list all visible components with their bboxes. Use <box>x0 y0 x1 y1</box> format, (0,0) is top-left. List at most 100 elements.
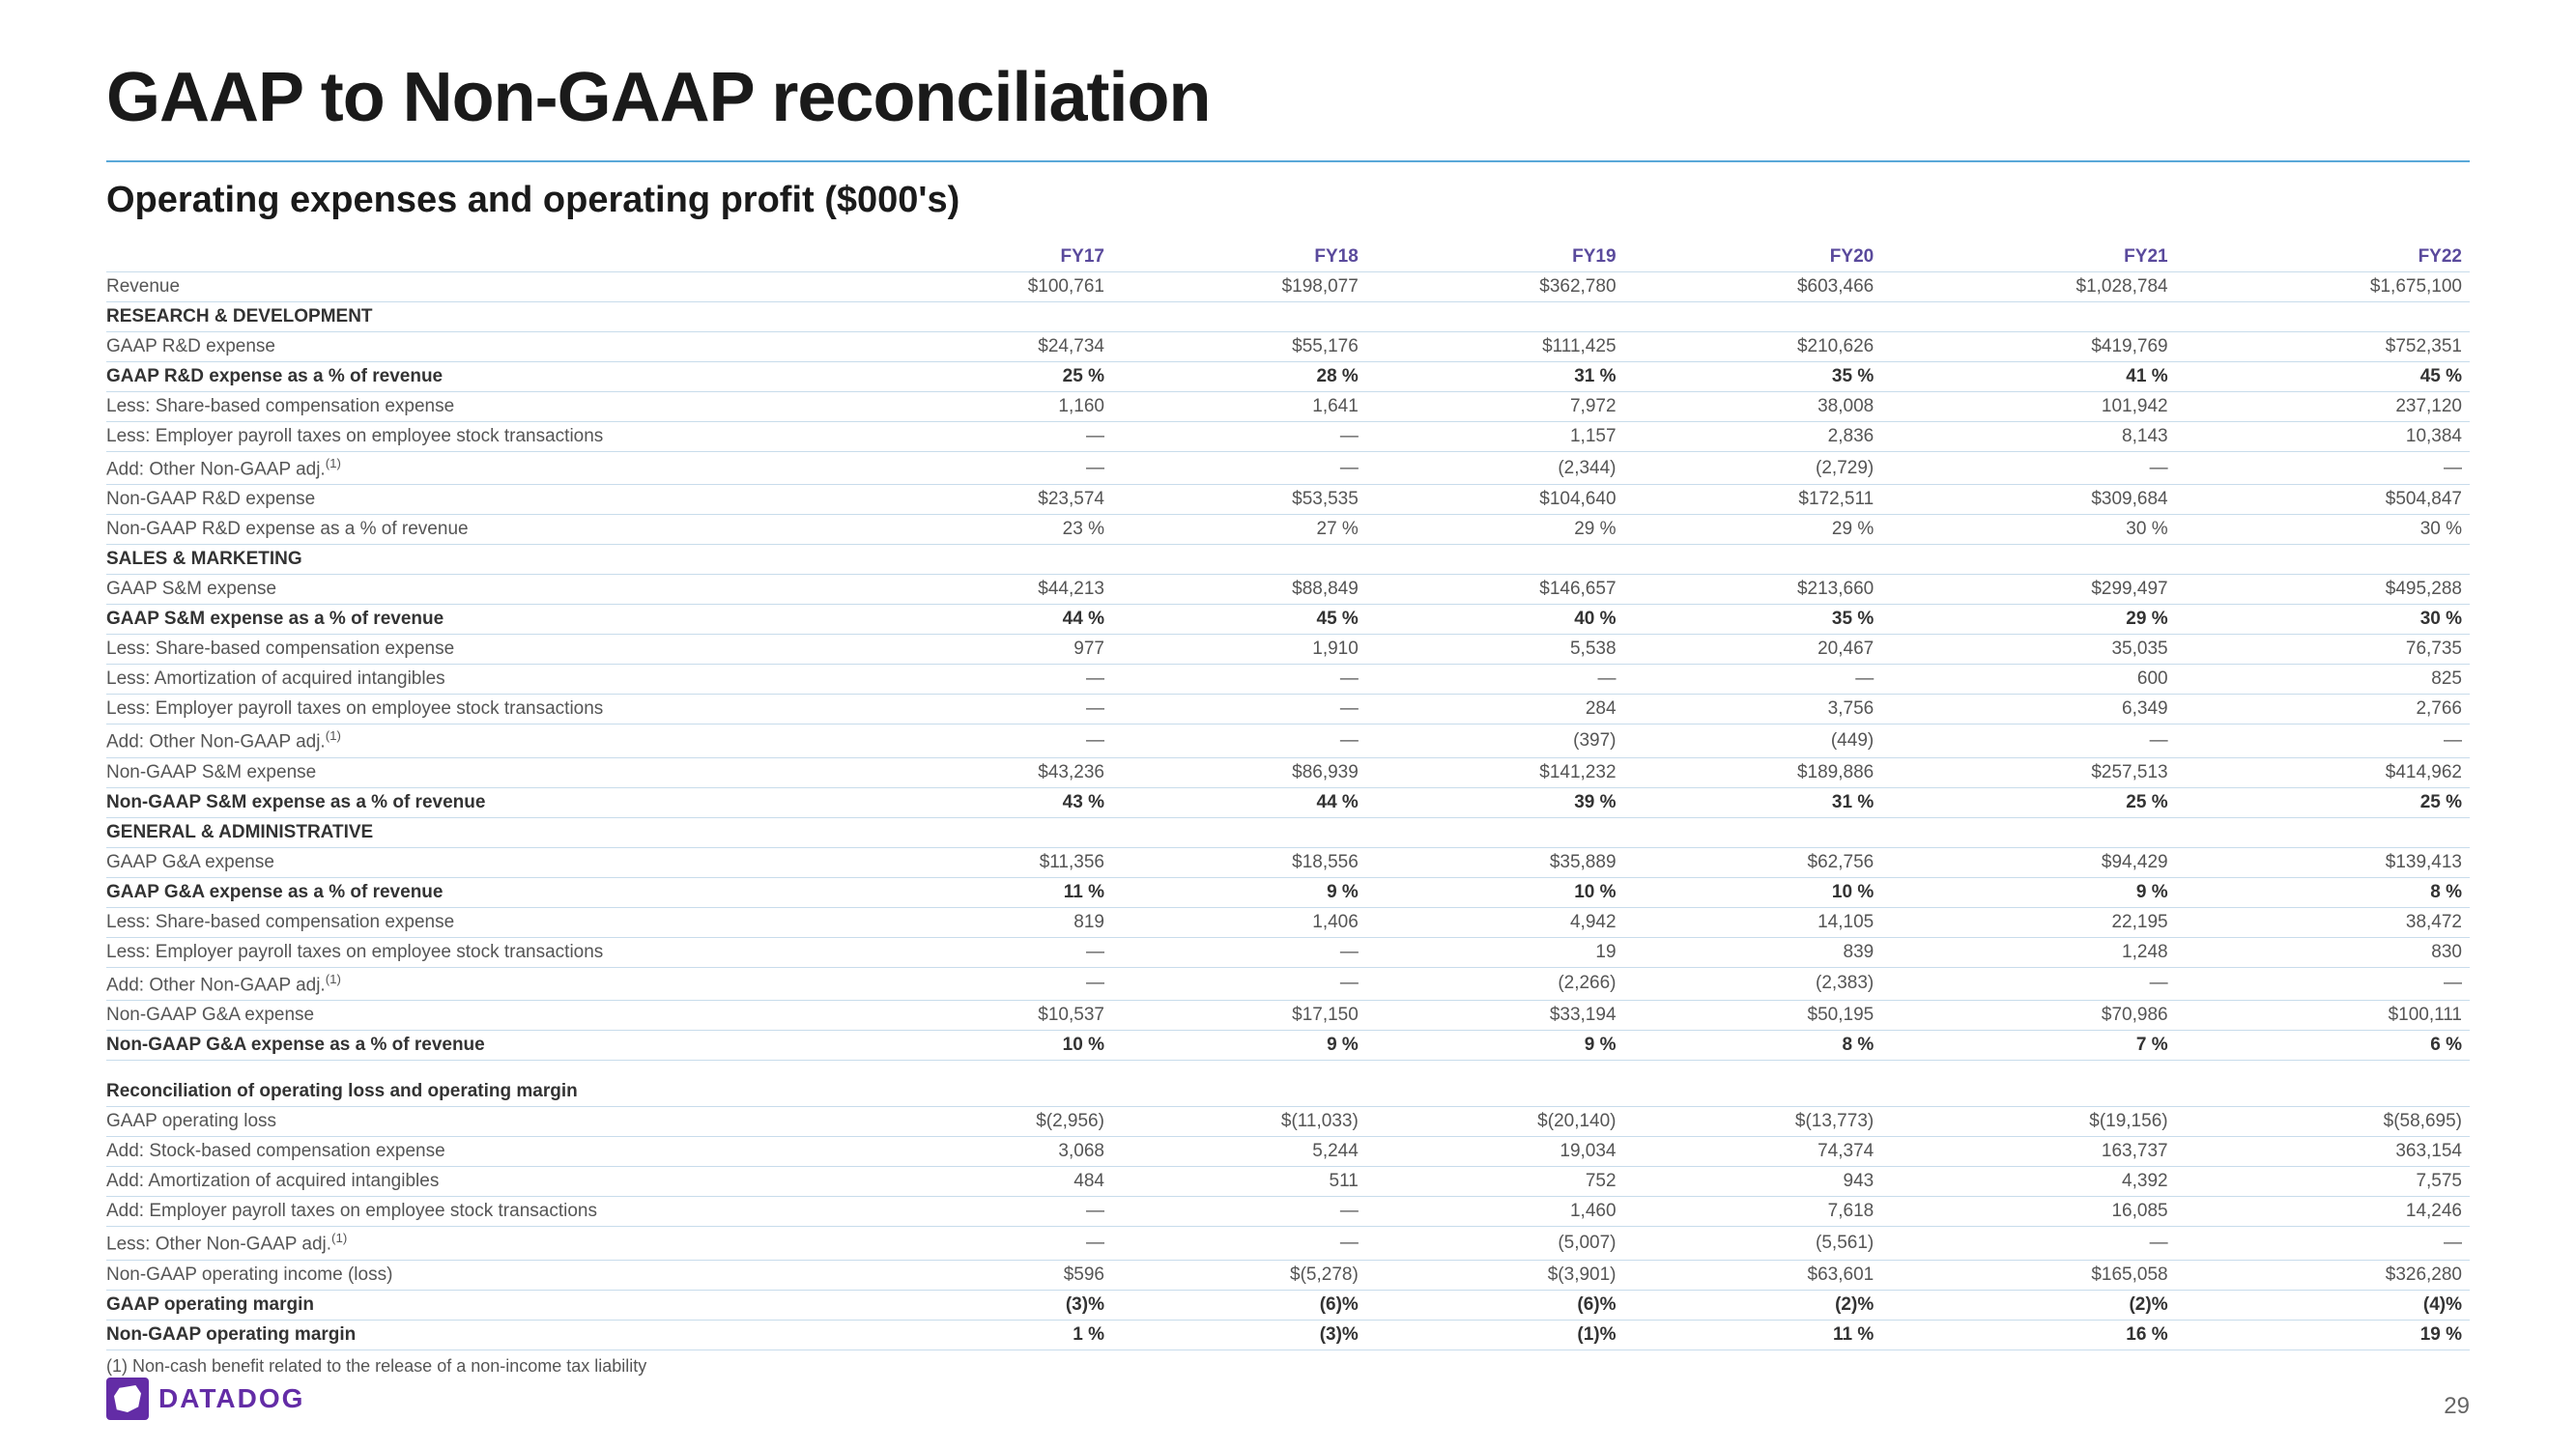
row-label: Add: Other Non-GAAP adj.(1) <box>106 724 860 757</box>
cell: 977 <box>860 635 1112 665</box>
cell: $326,280 <box>2176 1260 2470 1290</box>
cell: 30 % <box>1881 515 2175 545</box>
row-label: GAAP operating margin <box>106 1290 860 1320</box>
cell: 30 % <box>2176 515 2470 545</box>
cell <box>1112 1077 1366 1107</box>
cell: $172,511 <box>1624 485 1882 515</box>
table-row: GAAP operating margin(3)%(6)%(6)%(2)%(2)… <box>106 1290 2470 1320</box>
cell: — <box>1112 937 1366 967</box>
cell: $100,761 <box>860 272 1112 302</box>
cell: — <box>1112 695 1366 724</box>
cell: $23,574 <box>860 485 1112 515</box>
cell: $504,847 <box>2176 485 2470 515</box>
cell: $141,232 <box>1366 757 1624 787</box>
table-row: Less: Employer payroll taxes on employee… <box>106 937 2470 967</box>
cell: 9 % <box>1366 1030 1624 1060</box>
cell: — <box>1112 967 1366 1000</box>
cell: 38,008 <box>1624 392 1882 422</box>
row-label: Revenue <box>106 272 860 302</box>
row-label: Add: Other Non-GAAP adj.(1) <box>106 452 860 485</box>
cell: 10 % <box>1366 877 1624 907</box>
cell: — <box>860 665 1112 695</box>
cell: $(19,156) <box>1881 1107 2175 1137</box>
cell: 1,406 <box>1112 907 1366 937</box>
cell: — <box>1366 665 1624 695</box>
cell: 38,472 <box>2176 907 2470 937</box>
row-label: Add: Stock-based compensation expense <box>106 1137 860 1167</box>
cell: 3,068 <box>860 1137 1112 1167</box>
cell: — <box>2176 724 2470 757</box>
cell: 1,641 <box>1112 392 1366 422</box>
table-row: Non-GAAP R&D expense$23,574$53,535$104,6… <box>106 485 2470 515</box>
row-label: GAAP operating loss <box>106 1107 860 1137</box>
cell: $213,660 <box>1624 575 1882 605</box>
cell: $(2,956) <box>860 1107 1112 1137</box>
cell: 8 % <box>1624 1030 1882 1060</box>
cell: 284 <box>1366 695 1624 724</box>
cell: $63,601 <box>1624 1260 1882 1290</box>
cell: 16 % <box>1881 1320 2175 1350</box>
table-row: Less: Amortization of acquired intangibl… <box>106 665 2470 695</box>
cell: $55,176 <box>1112 332 1366 362</box>
cell: 31 % <box>1366 362 1624 392</box>
cell: 5,244 <box>1112 1137 1366 1167</box>
cell: 45 % <box>1112 605 1366 635</box>
cell: 7,575 <box>2176 1167 2470 1197</box>
cell: (6)% <box>1366 1290 1624 1320</box>
col-header: FY20 <box>1624 242 1882 272</box>
cell: 23 % <box>860 515 1112 545</box>
cell: 7,618 <box>1624 1197 1882 1227</box>
table-row: GAAP G&A expense$11,356$18,556$35,889$62… <box>106 847 2470 877</box>
cell: 29 % <box>1624 515 1882 545</box>
cell: $165,058 <box>1881 1260 2175 1290</box>
datadog-logo-text: DATADOG <box>158 1383 304 1414</box>
cell: $198,077 <box>1112 272 1366 302</box>
cell: — <box>1624 665 1882 695</box>
cell: 25 % <box>1881 787 2175 817</box>
cell: 35 % <box>1624 362 1882 392</box>
cell: 2,766 <box>2176 695 2470 724</box>
table-row: Non-GAAP S&M expense as a % of revenue43… <box>106 787 2470 817</box>
cell: $94,429 <box>1881 847 2175 877</box>
cell: 830 <box>2176 937 2470 967</box>
cell: 10 % <box>860 1030 1112 1060</box>
cell: 19 % <box>2176 1320 2470 1350</box>
cell: $33,194 <box>1366 1000 1624 1030</box>
row-label: Less: Share-based compensation expense <box>106 907 860 937</box>
cell: 5,538 <box>1366 635 1624 665</box>
footnote: (1) Non-cash benefit related to the rele… <box>106 1356 2470 1377</box>
cell: 237,120 <box>2176 392 2470 422</box>
cell: $257,513 <box>1881 757 2175 787</box>
cell: 25 % <box>2176 787 2470 817</box>
row-label: Add: Other Non-GAAP adj.(1) <box>106 967 860 1000</box>
cell: 39 % <box>1366 787 1624 817</box>
cell: (4)% <box>2176 1290 2470 1320</box>
table-row: GENERAL & ADMINISTRATIVE <box>106 817 2470 847</box>
section-label: SALES & MARKETING <box>106 545 2470 575</box>
cell: 6 % <box>2176 1030 2470 1060</box>
table-row: Add: Stock-based compensation expense3,0… <box>106 1137 2470 1167</box>
cell: (2,266) <box>1366 967 1624 1000</box>
cell: 19 <box>1366 937 1624 967</box>
cell: — <box>860 1197 1112 1227</box>
cell: $86,939 <box>1112 757 1366 787</box>
col-header: FY22 <box>2176 242 2470 272</box>
reconciliation-table: . FY17 FY18 FY19 FY20 FY21 FY22 Revenue$… <box>106 242 2470 1350</box>
section-label: GENERAL & ADMINISTRATIVE <box>106 817 2470 847</box>
col-header: FY19 <box>1366 242 1624 272</box>
cell: $603,466 <box>1624 272 1882 302</box>
row-label: Non-GAAP operating income (loss) <box>106 1260 860 1290</box>
cell: 40 % <box>1366 605 1624 635</box>
page-subtitle: Operating expenses and operating profit … <box>106 180 2470 221</box>
table-row: Add: Other Non-GAAP adj.(1)——(397)(449)—… <box>106 724 2470 757</box>
cell: $111,425 <box>1366 332 1624 362</box>
page-number: 29 <box>2444 1393 2470 1420</box>
row-label: Less: Employer payroll taxes on employee… <box>106 695 860 724</box>
cell: 600 <box>1881 665 2175 695</box>
cell: — <box>1112 1227 1366 1260</box>
cell: $35,889 <box>1366 847 1624 877</box>
table-row: Reconciliation of operating loss and ope… <box>106 1077 2470 1107</box>
cell: 14,246 <box>2176 1197 2470 1227</box>
cell: $43,236 <box>860 757 1112 787</box>
cell: $53,535 <box>1112 485 1366 515</box>
